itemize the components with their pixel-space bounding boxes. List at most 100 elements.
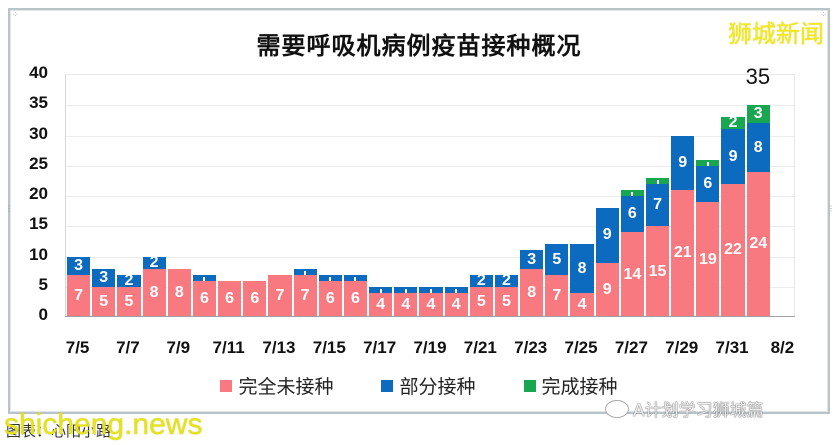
bar-7-9: 8 (167, 268, 191, 317)
bar-segment (343, 274, 368, 281)
x-tick-label: 7/15 (312, 338, 346, 357)
y-tick-label: 30 (29, 123, 48, 143)
bar-7-16: 6 (343, 274, 368, 317)
x-tick-label: 7/19 (413, 338, 447, 357)
bar-segment: 22 (721, 183, 745, 317)
bar-segment: 4 (394, 292, 418, 317)
bar-7-27: 14 6 (620, 189, 644, 317)
bar-7-30: 19 6 (696, 159, 720, 317)
bar-segment: 8 (142, 268, 166, 317)
bar-7-11: 6 (218, 280, 242, 317)
bar-segment: 9 (595, 208, 619, 263)
y-tick-label: 10 (29, 244, 48, 264)
bar-segment: 8 (746, 123, 770, 172)
resize-handle-top-left[interactable]: ⁘ (12, 10, 19, 19)
y-tick-label: 0 (38, 305, 48, 324)
y-tick-label: 40 (29, 63, 48, 82)
y-tick-label: 20 (29, 184, 48, 203)
bar-segment: 2 (469, 274, 493, 287)
bar-7-20: 4 (444, 286, 468, 317)
y-tick-label: 35 (29, 93, 48, 113)
total-annotation: 35 (745, 64, 771, 90)
gridline (66, 256, 794, 258)
site-watermark: shicheng.news (4, 408, 203, 441)
bar-segment: 8 (570, 244, 594, 293)
plot-area: 7 3 5 3 5 2 8 2 8 6 6 6 7 7 6 6 4 4 4 4 5 2 5 2 8 3 7 5 4 8 9 9 14 6 15 7 21… (65, 74, 795, 317)
account-name: A计划学习狮城篇 (633, 401, 764, 421)
x-axis-line (65, 316, 795, 317)
bar-segment: 3 (92, 268, 116, 287)
x-tick-label: 7/17 (363, 338, 397, 357)
bar-segment: 2 (494, 274, 519, 287)
legend-swatch-partial (381, 379, 394, 392)
bar-7-14: 7 (293, 268, 317, 317)
bar-segment: 24 (746, 171, 770, 317)
y-tick-label: 25 (29, 153, 48, 173)
bar-7-12: 6 (243, 280, 267, 317)
bar-segment: 8 (167, 268, 191, 317)
bar-segment (192, 274, 217, 281)
bar-segment: 4 (570, 292, 594, 317)
bar-segment: 6 (192, 280, 217, 317)
bar-segment (444, 286, 468, 293)
bar-segment: 3 (67, 256, 91, 275)
bar-7-18: 4 (394, 286, 418, 317)
bar-segment: 2 (142, 256, 166, 269)
resize-handle-right[interactable]: ⋮ (827, 204, 835, 213)
legend-swatch-unvaccinated (220, 379, 233, 392)
bar-7-28: 15 7 (645, 177, 670, 317)
legend-label: 完全未接种 (238, 376, 334, 398)
x-tick-label: 7/27 (614, 338, 648, 357)
bar-segment (394, 286, 418, 293)
bar-segment: 15 (645, 226, 670, 317)
legend-swatch-full (523, 379, 536, 392)
legend-label: 部分接种 (399, 376, 476, 398)
bar-segment: 5 (92, 286, 116, 317)
gridline (66, 196, 794, 197)
x-tick-label: 7/7 (116, 338, 140, 357)
bar-segment: 3 (520, 250, 544, 269)
x-tick-label: 7/9 (166, 338, 191, 357)
bar-segment (620, 189, 644, 196)
bar-segment: 4 (419, 292, 443, 317)
bar-segment: 7 (645, 183, 670, 227)
x-tick-label: 7/5 (65, 338, 90, 357)
bar-segment (369, 286, 393, 293)
resize-handle-top-right[interactable]: ⁘ (820, 10, 827, 19)
bar-7-29: 21 9 (671, 135, 695, 317)
bar-segment: 2 (117, 274, 141, 287)
legend-label: 完成接种 (541, 376, 618, 398)
bar-segment: 21 (671, 189, 695, 317)
x-tick-label: 7/21 (463, 338, 497, 357)
bar-segment: 9 (671, 135, 695, 190)
bar-segment: 4 (369, 292, 393, 317)
bar-segment: 3 (746, 105, 770, 124)
bar-segment: 4 (444, 292, 468, 317)
legend-item-partial: 部分接种 (381, 372, 476, 399)
resize-handle-left[interactable]: ⋮ (5, 204, 13, 213)
bar-segment: 14 (620, 232, 644, 317)
bar-segment: 6 (620, 196, 644, 233)
x-tick-label: 8/2 (770, 338, 795, 357)
bar-segment: 6 (218, 280, 242, 317)
bar-segment: 5 (469, 286, 493, 317)
bar-7-13: 7 (268, 274, 292, 317)
bar-segment: 6 (343, 280, 368, 317)
bar-segment: 2 (721, 117, 745, 130)
bar-segment: 6 (243, 280, 267, 317)
x-tick-label: 7/13 (262, 338, 296, 357)
gridline (66, 105, 794, 107)
gridline (66, 135, 794, 137)
bar-segment (293, 268, 317, 275)
y-tick-label: 15 (29, 214, 48, 234)
legend-item-full: 完成接种 (523, 372, 618, 399)
bar-segment: 7 (545, 274, 569, 317)
